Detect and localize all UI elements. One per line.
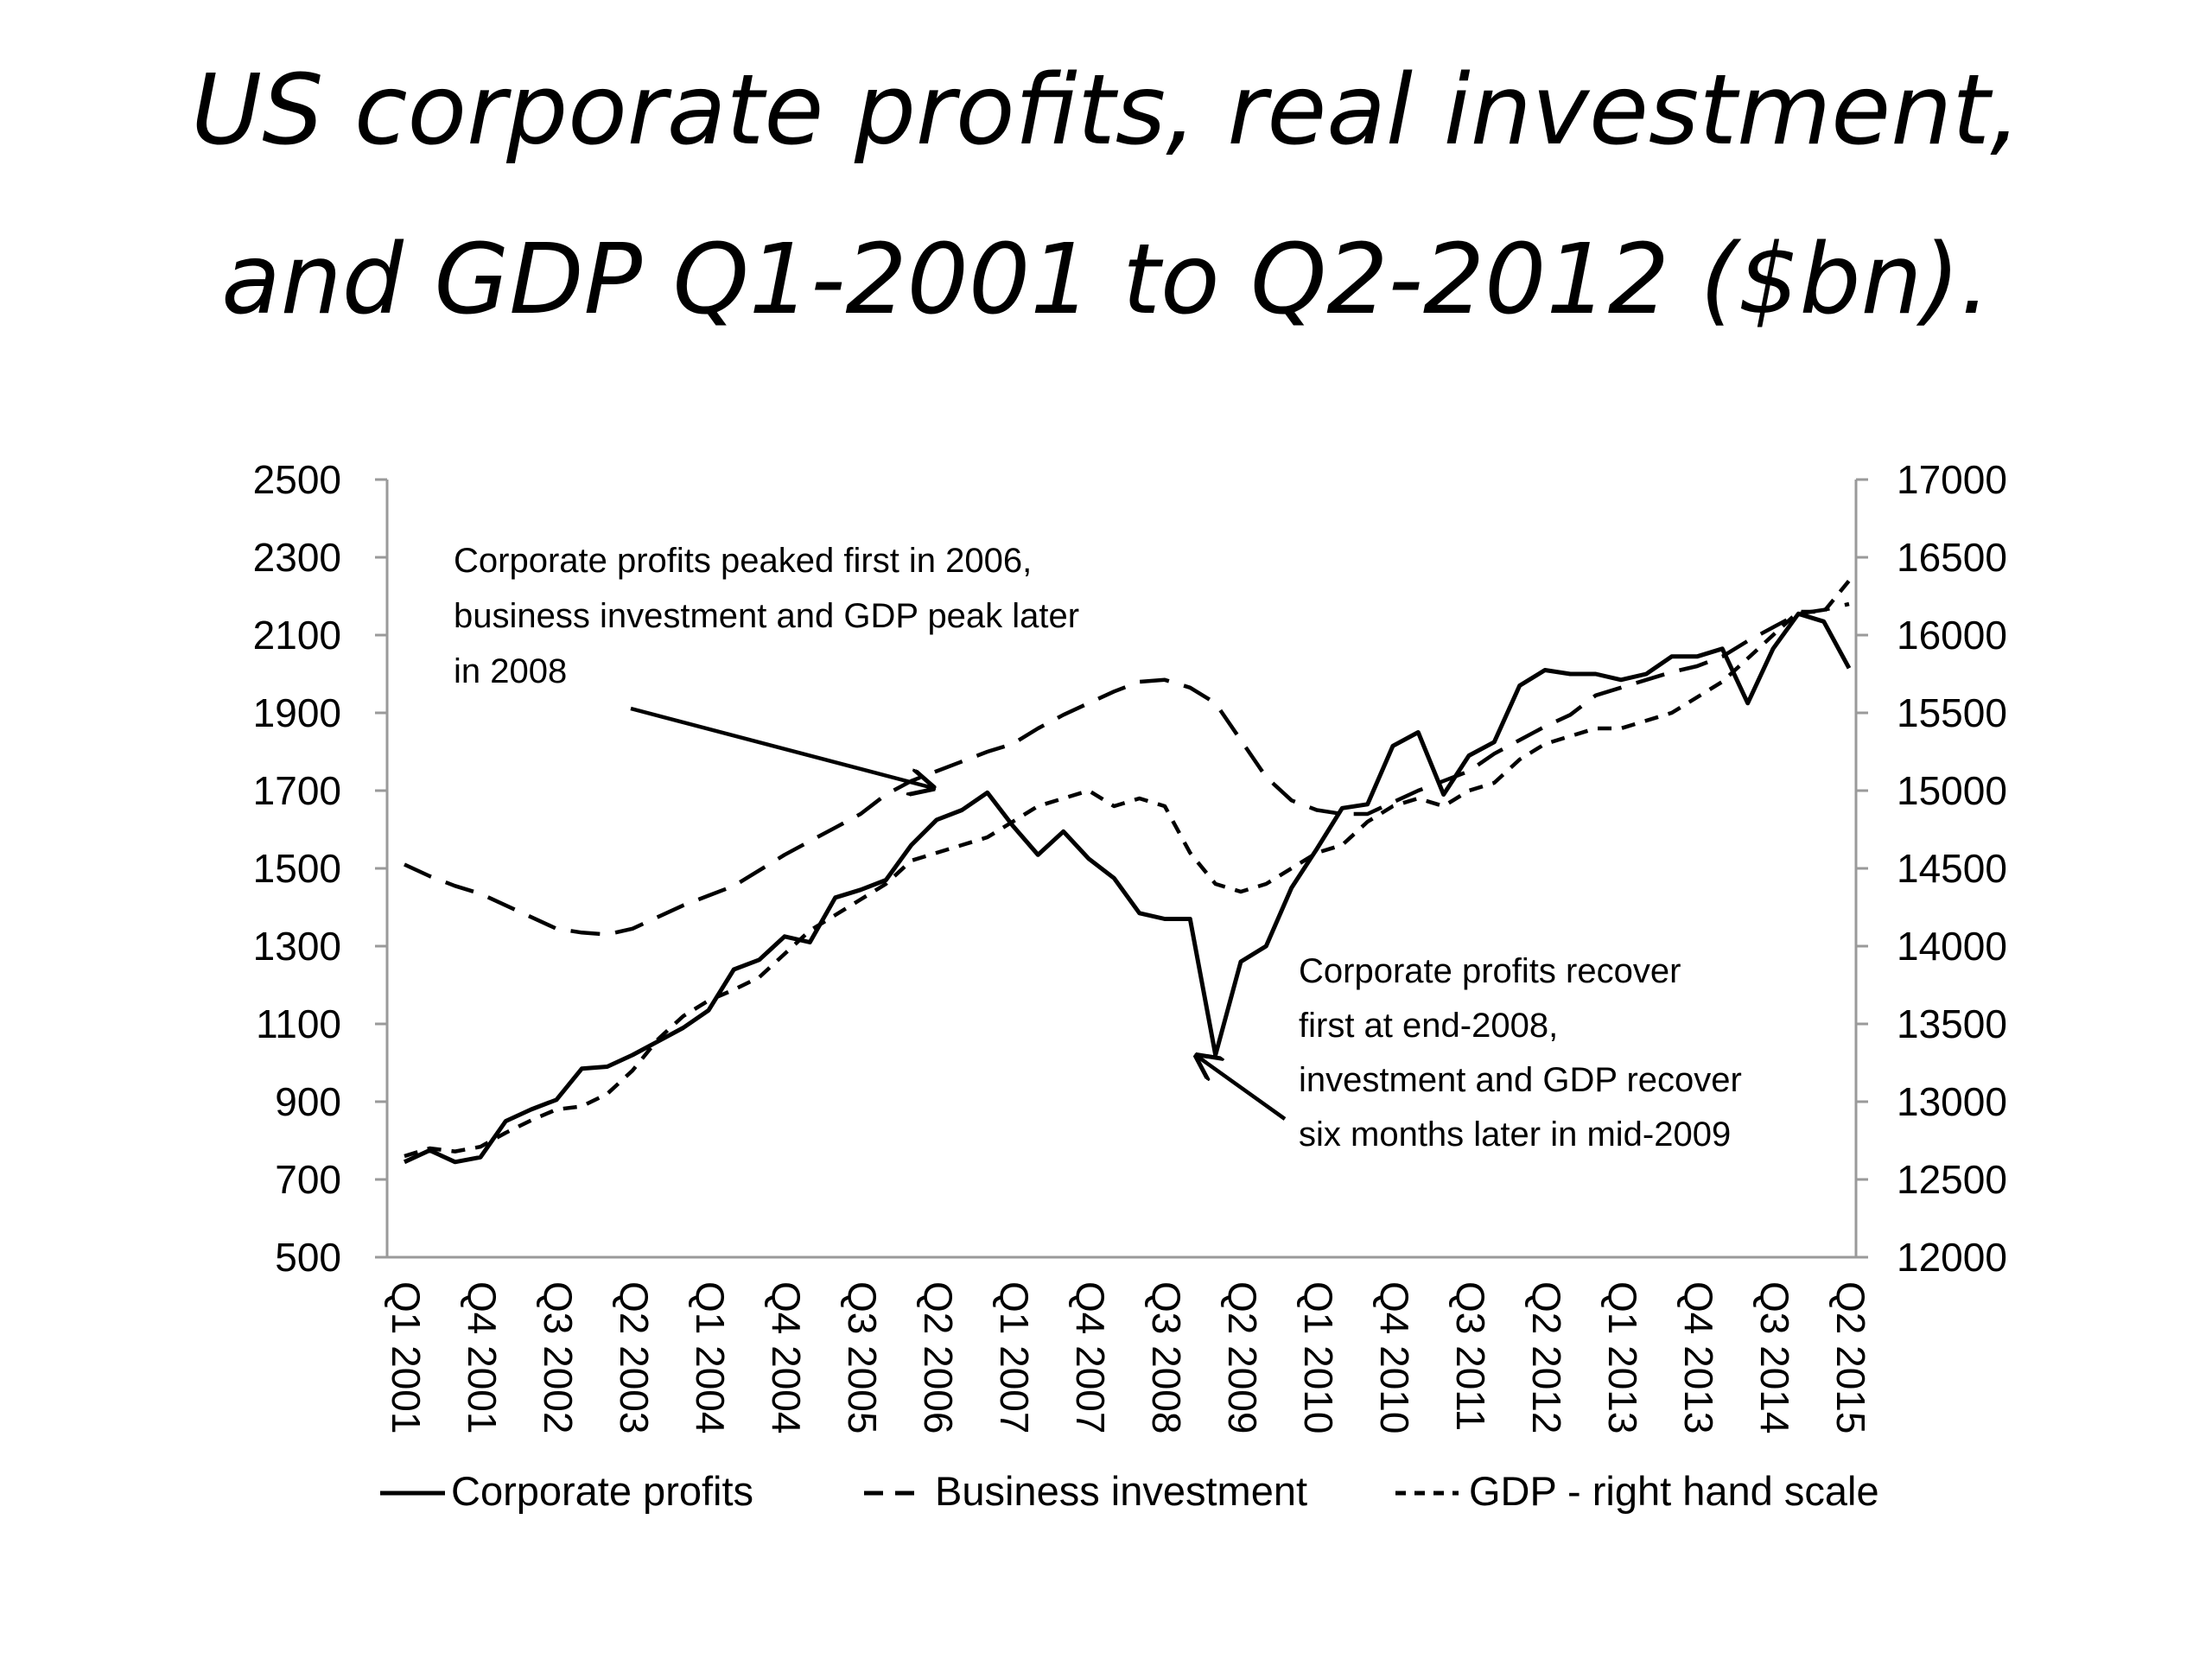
right-tick-label: 12500: [1897, 1157, 2007, 1202]
annotation-2-line: Corporate profits recover: [1299, 952, 1681, 990]
left-tick-label: 1100: [256, 1001, 341, 1046]
x-tick-label: Q1 2001: [384, 1281, 429, 1433]
right-axis-ticks: 12000 12500 13000 13500 14000 14500 15000 15500…: [1856, 457, 2007, 1280]
x-axis-ticks: Q1 2001 Q4 2001 Q3 2002 Q2 2003 Q1 2004 Q4 20…: [384, 1281, 1873, 1433]
x-tick-label: Q4 2010: [1372, 1281, 1417, 1433]
chart-title-line-1: US corporate profits, real investment,: [191, 54, 2021, 167]
left-tick-label: 1300: [253, 924, 341, 969]
x-tick-label: Q4 2004: [764, 1281, 809, 1433]
annotation-2-line: six months later in mid-2009: [1299, 1116, 1731, 1154]
annotation-1-line: business investment and GDP peak later: [454, 597, 1079, 635]
right-tick-label: 12000: [1897, 1235, 2007, 1280]
series-line-3: [404, 579, 1851, 1159]
legend: Corporate profits Business investment GDP …: [380, 1468, 1879, 1514]
x-tick-label: Q1 2004: [688, 1281, 733, 1433]
x-tick-label: Q3 2005: [840, 1281, 885, 1433]
x-tick-label: Q4 2007: [1068, 1281, 1113, 1433]
left-tick-label: 1900: [253, 690, 341, 735]
annotation-2-arrow: [1197, 1056, 1287, 1121]
left-axis-ticks: 500 700 900 1100 1300 1500 1700 1900 2100 2300 250…: [253, 457, 387, 1280]
right-tick-label: 14500: [1897, 846, 2007, 891]
right-tick-label: 16500: [1897, 535, 2007, 580]
x-tick-label: Q4 2013: [1676, 1281, 1721, 1433]
left-tick-label: 2500: [253, 457, 341, 502]
left-tick-label: 2300: [253, 535, 341, 580]
annotations: Corporate profits peaked first in 2006, b…: [454, 542, 1742, 1154]
annotation-1-line: in 2008: [454, 652, 567, 690]
chart-title-line-2: and GDP Q1-2001 to Q2-2012 ($bn).: [221, 224, 1991, 336]
x-tick-label: Q2 2012: [1524, 1281, 1569, 1433]
left-tick-label: 900: [275, 1079, 341, 1124]
left-tick-label: 1700: [253, 768, 341, 813]
annotation-2-line: first at end-2008,: [1299, 1007, 1558, 1045]
x-tick-label: Q3 2002: [536, 1281, 581, 1433]
x-tick-label: Q4 2001: [460, 1281, 505, 1433]
x-tick-label: Q1 2010: [1296, 1281, 1341, 1433]
x-tick-label: Q3 2008: [1144, 1281, 1189, 1433]
right-tick-label: 15500: [1897, 690, 2007, 735]
series-line-1: [403, 611, 1852, 1165]
right-tick-label: 16000: [1897, 613, 2007, 658]
x-tick-label: Q2 2015: [1828, 1281, 1873, 1433]
legend-label-2: Business investment: [935, 1468, 1307, 1514]
right-tick-label: 17000: [1897, 457, 2007, 502]
x-tick-label: Q2 2006: [916, 1281, 961, 1433]
x-tick-label: Q2 2003: [612, 1281, 657, 1433]
left-tick-label: 1500: [253, 846, 341, 891]
x-tick-label: Q3 2011: [1448, 1281, 1493, 1431]
x-tick-label: Q1 2013: [1600, 1281, 1645, 1433]
right-tick-label: 13000: [1897, 1079, 2007, 1124]
x-tick-label: Q2 2009: [1220, 1281, 1265, 1433]
right-tick-label: 13500: [1897, 1001, 2007, 1046]
left-tick-label: 700: [275, 1157, 341, 1202]
x-tick-label: Q1 2007: [992, 1281, 1037, 1433]
right-tick-label: 14000: [1897, 924, 2007, 969]
series-line-2: [404, 601, 1850, 937]
left-tick-label: 2100: [253, 613, 341, 658]
legend-label-1: Corporate profits: [451, 1468, 753, 1514]
left-tick-label: 500: [275, 1235, 341, 1280]
right-tick-label: 15000: [1897, 768, 2007, 813]
annotation-1-arrow: [630, 706, 933, 788]
legend-label-3: GDP - right hand scale: [1469, 1468, 1879, 1514]
x-tick-label: Q3 2014: [1752, 1281, 1797, 1433]
series-lines: [403, 579, 1852, 1165]
annotation-2-line: investment and GDP recover: [1299, 1061, 1742, 1099]
annotation-1-line: Corporate profits peaked first in 2006,: [454, 542, 1032, 580]
